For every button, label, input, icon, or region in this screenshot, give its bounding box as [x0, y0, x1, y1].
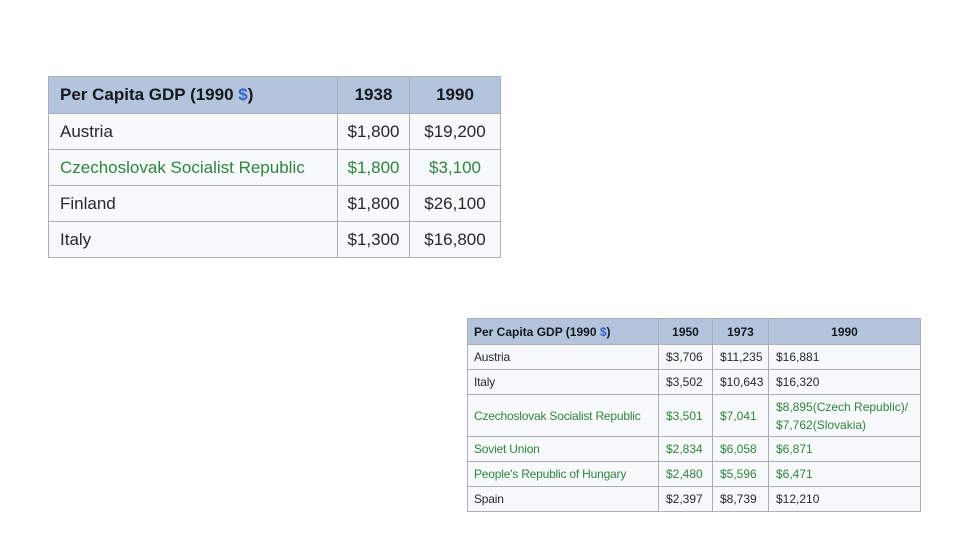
value-cell: $7,041: [712, 394, 769, 437]
value-cell: $3,706: [658, 344, 713, 370]
value-cell: $1,800: [337, 185, 410, 222]
country-cell: Finland: [48, 185, 338, 222]
table-row-czechoslovak: Czechoslovak Socialist Republic $1,800 $…: [48, 149, 501, 186]
table-row-italy: Italy $3,502 $10,643 $16,320: [467, 369, 921, 395]
table-row-austria: Austria $3,706 $11,235 $16,881: [467, 344, 921, 370]
table-row-spain: Spain $2,397 $8,739 $12,210: [467, 486, 921, 512]
value-cell: $16,320: [768, 369, 921, 395]
value-cell: $3,100: [409, 149, 501, 186]
value-cell: $10,643: [712, 369, 769, 395]
table-title-text: Per Capita GDP (1990: [60, 85, 239, 104]
table-row-soviet-union: Soviet Union $2,834 $6,058 $6,871: [467, 436, 921, 462]
value-cell: $3,501: [658, 394, 713, 437]
table-row-italy: Italy $1,300 $16,800: [48, 221, 501, 258]
value-cell: $8,895(Czech Republic)/ $7,762(Slovakia): [768, 394, 921, 437]
table-title-close-paren: ): [606, 324, 611, 339]
value-cell: $8,739: [712, 486, 769, 512]
value-cell: $16,881: [768, 344, 921, 370]
dollar-link[interactable]: $: [599, 324, 607, 339]
value-cell: $6,871: [768, 436, 921, 462]
column-header-1973: 1973: [712, 318, 769, 345]
table-row-finland: Finland $1,800 $26,100: [48, 185, 501, 222]
value-cell: $6,471: [768, 461, 921, 487]
country-cell: People's Republic of Hungary: [467, 461, 659, 487]
value-cell: $2,834: [658, 436, 713, 462]
country-cell: Italy: [48, 221, 338, 258]
country-cell: Italy: [467, 369, 659, 395]
table-row-austria: Austria $1,800 $19,200: [48, 113, 501, 150]
value-cell: $2,397: [658, 486, 713, 512]
table-header-row: Per Capita GDP (1990 $) 1938 1990: [48, 76, 501, 114]
country-cell: Czechoslovak Socialist Republic: [467, 394, 659, 437]
gdp-table-1950-1973-1990: Per Capita GDP (1990 $) 1950 1973 1990 A…: [467, 318, 921, 512]
value-cell: $1,800: [337, 113, 410, 150]
value-cell: $26,100: [409, 185, 501, 222]
table-header-row: Per Capita GDP (1990 $) 1950 1973 1990: [467, 318, 921, 345]
value-cell: $1,800: [337, 149, 410, 186]
table-row-czechoslovak: Czechoslovak Socialist Republic $3,501 $…: [467, 394, 921, 437]
country-cell: Spain: [467, 486, 659, 512]
value-cell: $19,200: [409, 113, 501, 150]
table-title-close-paren: ): [247, 85, 254, 104]
value-cell: $3,502: [658, 369, 713, 395]
column-header-1938: 1938: [337, 76, 410, 114]
value-cell: $12,210: [768, 486, 921, 512]
dollar-link[interactable]: $: [238, 85, 248, 104]
country-cell: Soviet Union: [467, 436, 659, 462]
value-cell: $11,235: [712, 344, 769, 370]
column-header-1990: 1990: [768, 318, 921, 345]
value-cell: $5,596: [712, 461, 769, 487]
value-cell: $2,480: [658, 461, 713, 487]
table-row-hungary: People's Republic of Hungary $2,480 $5,5…: [467, 461, 921, 487]
table-title-text: Per Capita GDP (1990: [474, 324, 600, 339]
value-cell: $16,800: [409, 221, 501, 258]
country-cell: Czechoslovak Socialist Republic: [48, 149, 338, 186]
value-cell: $6,058: [712, 436, 769, 462]
value-cell: $1,300: [337, 221, 410, 258]
gdp-table-1938-1990: Per Capita GDP (1990 $) 1938 1990 Austri…: [48, 76, 501, 258]
column-header-1990: 1990: [409, 76, 501, 114]
country-cell: Austria: [467, 344, 659, 370]
table-title-cell: Per Capita GDP (1990 $): [467, 318, 659, 345]
column-header-1950: 1950: [658, 318, 713, 345]
table-title-cell: Per Capita GDP (1990 $): [48, 76, 338, 114]
country-cell: Austria: [48, 113, 338, 150]
